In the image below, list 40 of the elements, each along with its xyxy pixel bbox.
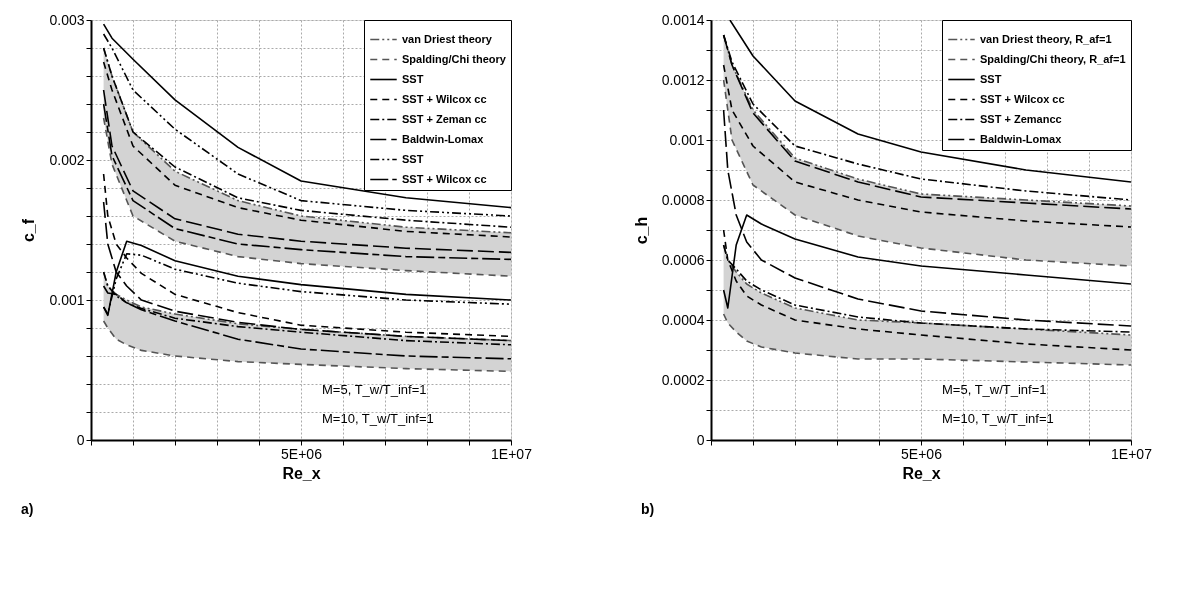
annotation: M=5, T_w/T_inf=1 bbox=[322, 381, 427, 397]
x-axis-title: Re_x bbox=[282, 464, 321, 482]
legend-label: SST + Zemancc bbox=[980, 112, 1062, 125]
y-tick-label: 0.0004 bbox=[661, 311, 705, 328]
y-tick-label: 0 bbox=[76, 431, 85, 448]
legend-label: Baldwin-Lomax bbox=[980, 132, 1063, 145]
text: a) bbox=[21, 501, 34, 517]
legend-label: SST + Wilcox cc bbox=[402, 92, 487, 105]
y-tick-label: 0.0002 bbox=[661, 371, 705, 388]
legend-label: SST + Wilcox cc bbox=[980, 92, 1065, 105]
y-tick-label: 0.0012 bbox=[661, 71, 705, 88]
x-tick-label: 1E+07 bbox=[491, 445, 533, 462]
y-tick-label: 0 bbox=[696, 431, 705, 448]
x-tick-label: 1E+07 bbox=[1111, 445, 1153, 462]
y-tick-label: 0.003 bbox=[49, 11, 85, 28]
text: b) bbox=[641, 501, 655, 517]
legend-label: Baldwin-Lomax bbox=[402, 132, 485, 145]
x-tick-label: 5E+06 bbox=[901, 445, 943, 462]
legend-label: van Driest theory, R_af=1 bbox=[980, 32, 1112, 45]
legend-label: SST + Wilcox cc bbox=[402, 172, 487, 185]
y-tick-label: 0.0014 bbox=[661, 11, 705, 28]
x-tick-label: 5E+06 bbox=[281, 445, 323, 462]
legend-label: Spalding/Chi theory bbox=[402, 52, 507, 65]
legend-label: SST bbox=[402, 72, 424, 85]
legend-label: SST bbox=[980, 72, 1002, 85]
legend-label: SST bbox=[402, 152, 424, 165]
y-tick-label: 0.001 bbox=[669, 131, 705, 148]
y-tick-label: 0.0006 bbox=[661, 251, 705, 268]
y-axis-title: c_h bbox=[632, 216, 650, 245]
y-tick-label: 0.002 bbox=[49, 151, 85, 168]
y-tick-label: 0.001 bbox=[49, 291, 85, 308]
x-axis-title: Re_x bbox=[902, 464, 941, 482]
annotation: M=5, T_w/T_inf=1 bbox=[942, 381, 1047, 397]
legend-label: Spalding/Chi theory, R_af=1 bbox=[980, 52, 1126, 65]
legend-label: SST + Zeman cc bbox=[402, 112, 487, 125]
y-tick-label: 0.0008 bbox=[661, 191, 705, 208]
legend-label: van Driest theory bbox=[402, 32, 493, 45]
y-axis-title: c_f bbox=[20, 218, 38, 243]
annotation: M=10, T_w/T_inf=1 bbox=[942, 411, 1054, 426]
annotation: M=10, T_w/T_inf=1 bbox=[322, 411, 434, 426]
